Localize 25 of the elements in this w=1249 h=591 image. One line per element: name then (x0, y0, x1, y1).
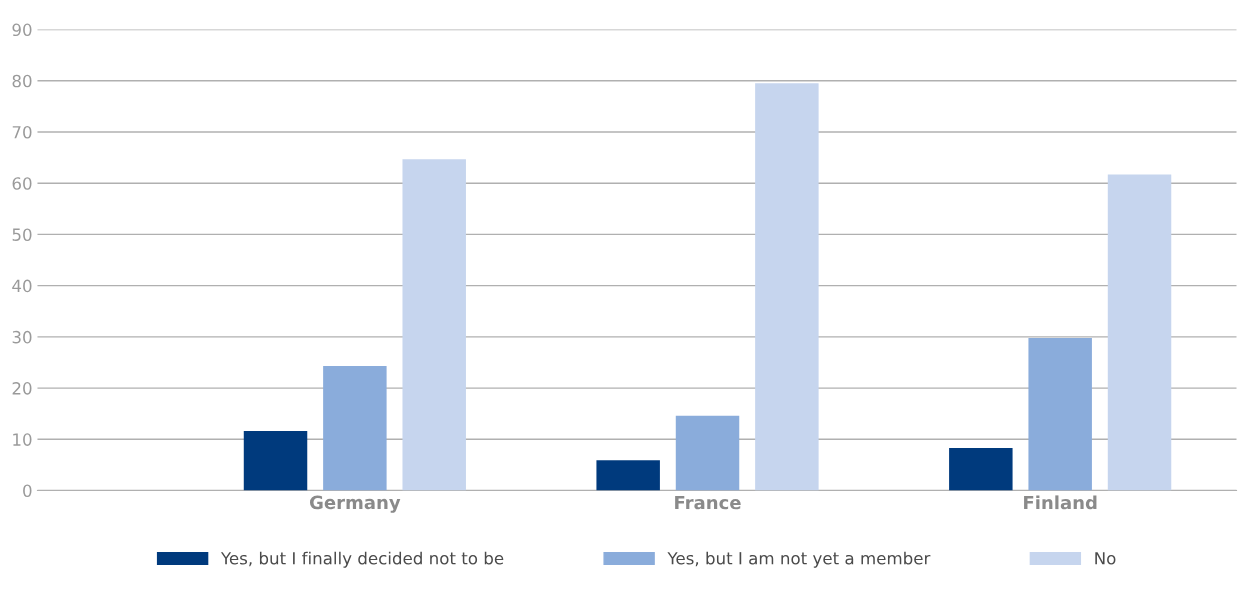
legend-label: Yes, but I am not yet a member (667, 551, 931, 568)
y-tick-label: 80 (12, 74, 32, 88)
y-tick-label: 0 (23, 484, 32, 498)
bar (323, 366, 387, 491)
y-tick-label: 10 (13, 433, 32, 446)
bar (1107, 174, 1172, 491)
bar (402, 159, 466, 491)
y-tick-label: 20 (12, 382, 32, 395)
bar (243, 431, 308, 491)
bar (675, 415, 740, 491)
x-tick-label: Germany (309, 495, 401, 513)
bar (596, 460, 660, 491)
y-tick-label: 90 (12, 23, 32, 37)
y-tick-label: 30 (12, 330, 32, 344)
y-tick-label: 60 (12, 177, 32, 190)
legend-label: Yes, but I finally decided not to be (220, 551, 504, 568)
legend-label: No (1095, 552, 1116, 565)
bar (755, 83, 819, 491)
x-tick-label: Finland (1024, 495, 1097, 510)
y-tick-label: 50 (12, 228, 32, 241)
y-tick-label: 70 (12, 125, 32, 139)
bar (1028, 337, 1092, 491)
bar (949, 448, 1013, 491)
y-tick-label: 40 (12, 279, 32, 293)
x-tick-label: France (675, 495, 741, 510)
